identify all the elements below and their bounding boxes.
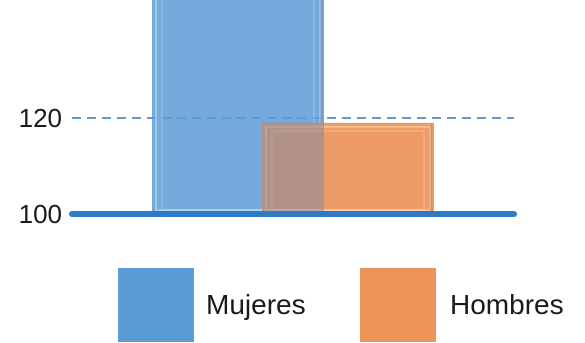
legend: Mujeres Hombres — [118, 268, 564, 342]
legend-label-mujeres: Mujeres — [206, 289, 306, 320]
bar-overlap — [262, 122, 324, 214]
bars — [152, 0, 434, 214]
y-tick-label-120: 120 — [19, 103, 62, 133]
y-tick-label-100: 100 — [19, 199, 62, 229]
bar-bevel-mujeres — [155, 0, 321, 211]
gridlines — [72, 117, 514, 119]
legend-swatch-mujeres — [118, 268, 194, 342]
y-tick-labels: 100120150 — [19, 103, 62, 229]
legend-swatch-hombres — [360, 268, 436, 342]
legend-item-mujeres: Mujeres — [118, 268, 306, 342]
legend-label-hombres: Hombres — [450, 289, 564, 320]
bar-bevel-inner-mujeres — [161, 0, 315, 211]
legend-item-hombres: Hombres — [360, 268, 564, 342]
